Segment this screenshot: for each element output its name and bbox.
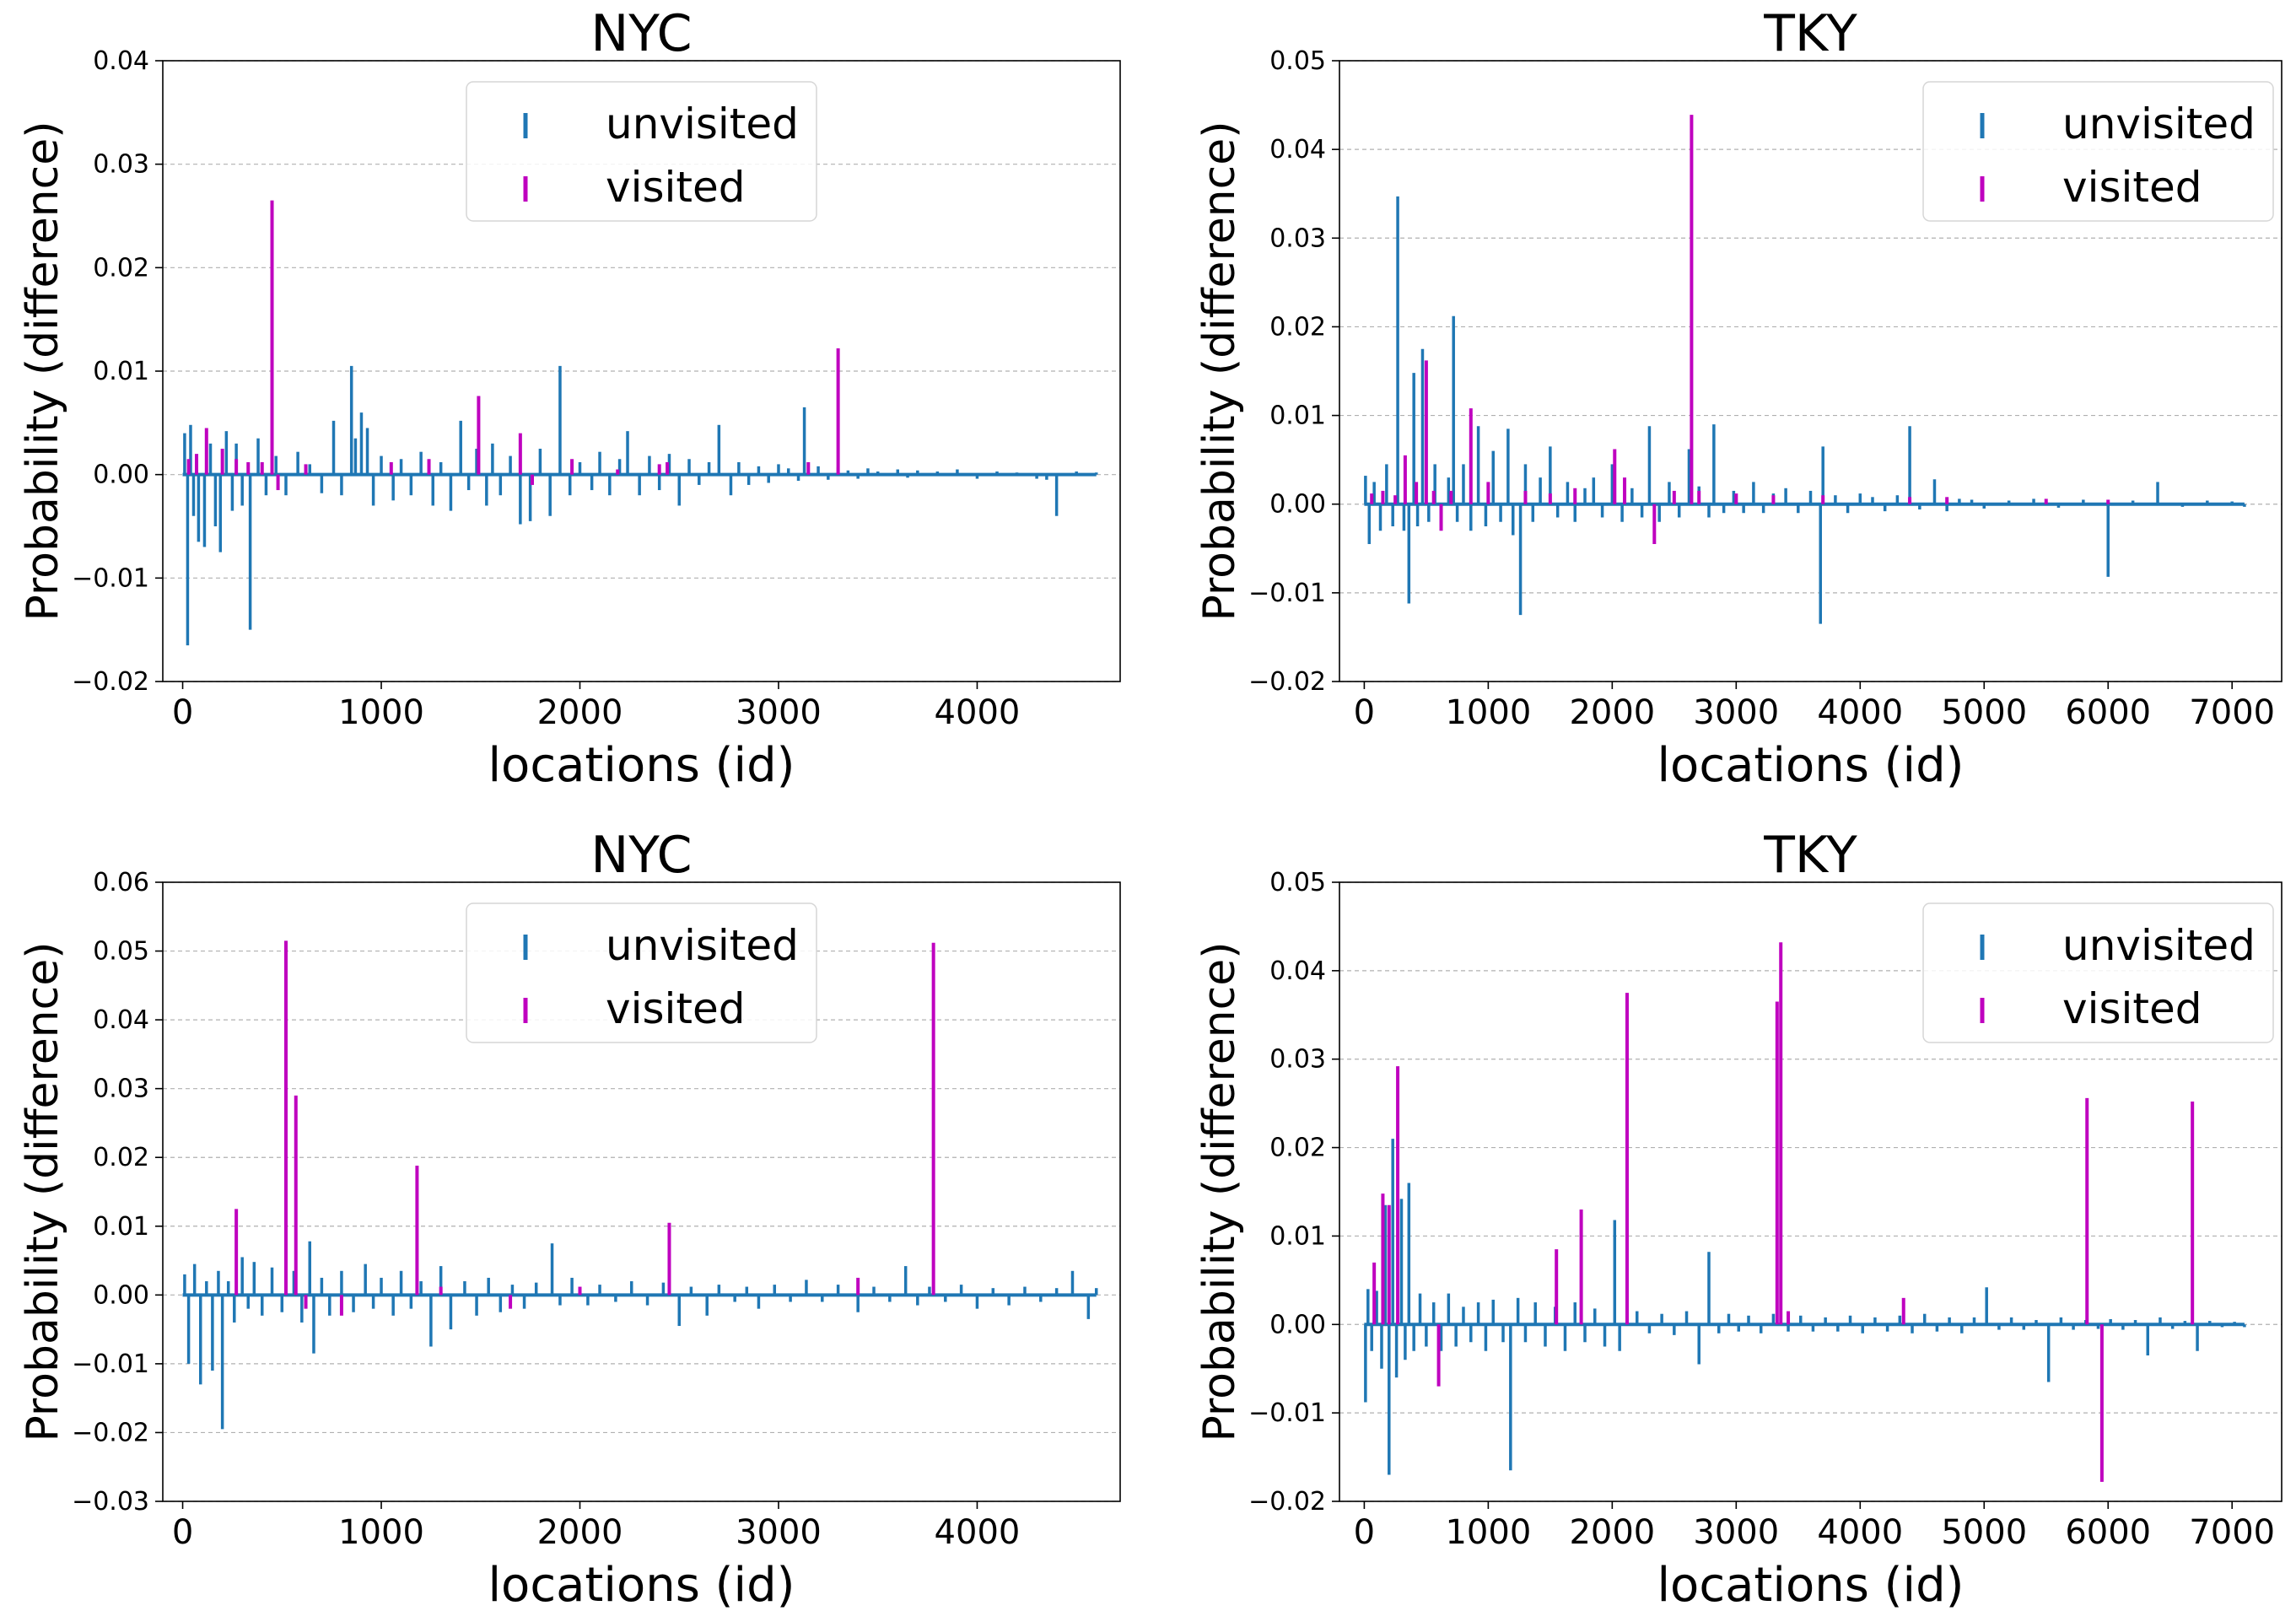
chart-panel-2: −0.02 −0.01 0.00 0.01 0.02 0.03 0.04 0.05 0 1000 2…: [1194, 4, 2283, 793]
y-tick-label: 0.00: [1269, 1310, 1326, 1339]
x-tick-label: 2000: [537, 1513, 623, 1552]
y-axis-label: Probability (difference): [18, 121, 68, 621]
chart-title: TKY: [1763, 826, 1857, 885]
y-tick-label: 0.01: [1269, 401, 1326, 431]
legend-box: [1922, 902, 2274, 1043]
y-tick-label: −0.02: [1248, 1487, 1326, 1517]
y-tick-label: 0.05: [1269, 868, 1326, 897]
legend-box: [1922, 81, 2274, 222]
y-tick-label: 0.05: [1269, 46, 1326, 76]
y-axis-label: Probability (difference): [1194, 941, 1245, 1441]
x-tick-label: 6000: [2065, 693, 2151, 732]
y-tick-label: 0.04: [93, 46, 149, 76]
x-tick-label: 0: [172, 693, 193, 732]
y-tick-label: 0.02: [1269, 312, 1326, 342]
x-tick-label: 1000: [1445, 693, 1531, 732]
y-tick-label: 0.01: [1269, 1221, 1326, 1251]
legend-unvisited-label: unvisited: [2062, 100, 2256, 148]
x-tick-label: 0: [1354, 693, 1375, 732]
x-tick-label: 0: [172, 1513, 193, 1552]
y-tick-label: 0.03: [1269, 1045, 1326, 1075]
y-tick-label: 0.00: [93, 461, 149, 490]
x-tick-label: 4000: [1817, 1513, 1903, 1552]
legend: unvisited visited: [466, 902, 817, 1043]
legend-unvisited-label: unvisited: [606, 100, 799, 148]
y-tick-label: −0.01: [1248, 579, 1326, 608]
y-tick-label: 0.05: [93, 937, 149, 967]
x-axis-label: locations (id): [488, 1558, 795, 1608]
legend: unvisited visited: [466, 81, 817, 222]
legend-unvisited-label: unvisited: [606, 921, 799, 970]
y-tick-label: 0.04: [1269, 135, 1326, 164]
x-tick-label: 1000: [338, 1513, 424, 1552]
x-tick-label: 2000: [537, 693, 623, 732]
y-tick-label: 0.03: [93, 1075, 149, 1104]
axes-frame: [1339, 60, 2283, 682]
chart-title: NYC: [590, 826, 692, 885]
axes-frame: [162, 881, 1121, 1502]
x-tick-label: 5000: [1941, 1513, 2027, 1552]
y-tick-label: 0.03: [1269, 224, 1326, 253]
y-tick-label: 0.02: [1269, 1134, 1326, 1163]
y-tick-label: −0.02: [72, 667, 149, 697]
legend: unvisited visited: [1922, 81, 2274, 222]
x-tick-label: 1000: [1445, 1513, 1531, 1552]
legend-box: [466, 902, 817, 1043]
legend-unvisited-label: unvisited: [2062, 921, 2256, 970]
x-tick-label: 3000: [1693, 693, 1779, 732]
y-tick-label: 0.04: [93, 1005, 149, 1035]
x-tick-label: 3000: [736, 1513, 822, 1552]
x-tick-label: 3000: [736, 693, 822, 732]
x-tick-label: 4000: [1817, 693, 1903, 732]
y-tick-label: −0.01: [72, 563, 149, 593]
x-tick-label: 3000: [1693, 1513, 1779, 1552]
chart-panel-4: −0.02 −0.01 0.00 0.01 0.02 0.03 0.04 0.05 0 1000 2…: [1194, 826, 2283, 1611]
x-axis-label: locations (id): [1657, 1558, 1965, 1608]
x-tick-label: 2000: [1569, 693, 1655, 732]
y-tick-label: 0.02: [93, 253, 149, 283]
y-tick-label: 0.04: [1269, 956, 1326, 986]
y-tick-label: 0.03: [93, 150, 149, 180]
y-tick-label: −0.01: [72, 1350, 149, 1379]
chart-title: TKY: [1763, 4, 1857, 63]
x-axis-label: locations (id): [488, 738, 795, 793]
y-tick-label: 0.02: [93, 1143, 149, 1172]
x-tick-label: 7000: [2189, 693, 2275, 732]
y-tick-label: 0.00: [93, 1280, 149, 1310]
legend-box: [466, 81, 817, 222]
chart-panel-1: −0.02 −0.01 0.00 0.01 0.02 0.03 0.04 0 1000 2000 3…: [18, 4, 1121, 793]
y-tick-label: −0.03: [72, 1487, 149, 1517]
legend-visited-label: visited: [2062, 163, 2202, 212]
x-tick-label: 5000: [1941, 693, 2027, 732]
legend-visited-label: visited: [606, 163, 746, 212]
y-axis-label: Probability (difference): [18, 941, 68, 1441]
x-tick-label: 1000: [338, 693, 424, 732]
axes-frame: [1339, 881, 2283, 1502]
x-tick-label: 6000: [2065, 1513, 2151, 1552]
x-tick-label: 2000: [1569, 1513, 1655, 1552]
y-tick-label: −0.02: [72, 1418, 149, 1447]
legend: unvisited visited: [1922, 902, 2274, 1043]
x-tick-label: 7000: [2189, 1513, 2275, 1552]
x-axis-label: locations (id): [1657, 738, 1965, 793]
y-tick-label: 0.00: [1269, 490, 1326, 520]
y-tick-label: −0.01: [1248, 1398, 1326, 1428]
y-tick-label: −0.02: [1248, 667, 1326, 697]
y-axis-label: Probability (difference): [1194, 121, 1245, 621]
chart-title: NYC: [590, 4, 692, 63]
x-tick-label: 4000: [935, 1513, 1021, 1552]
y-tick-label: 0.06: [93, 868, 149, 897]
chart-panel-3: −0.03 −0.02 −0.01 0.00 0.01 0.02 0.03 0.04 0.05 0…: [18, 826, 1121, 1611]
legend-visited-label: visited: [606, 984, 746, 1033]
x-tick-label: 0: [1354, 1513, 1375, 1552]
legend-visited-label: visited: [2062, 984, 2202, 1033]
x-tick-label: 4000: [935, 693, 1021, 732]
y-tick-label: 0.01: [93, 357, 149, 386]
y-tick-label: 0.01: [93, 1212, 149, 1242]
